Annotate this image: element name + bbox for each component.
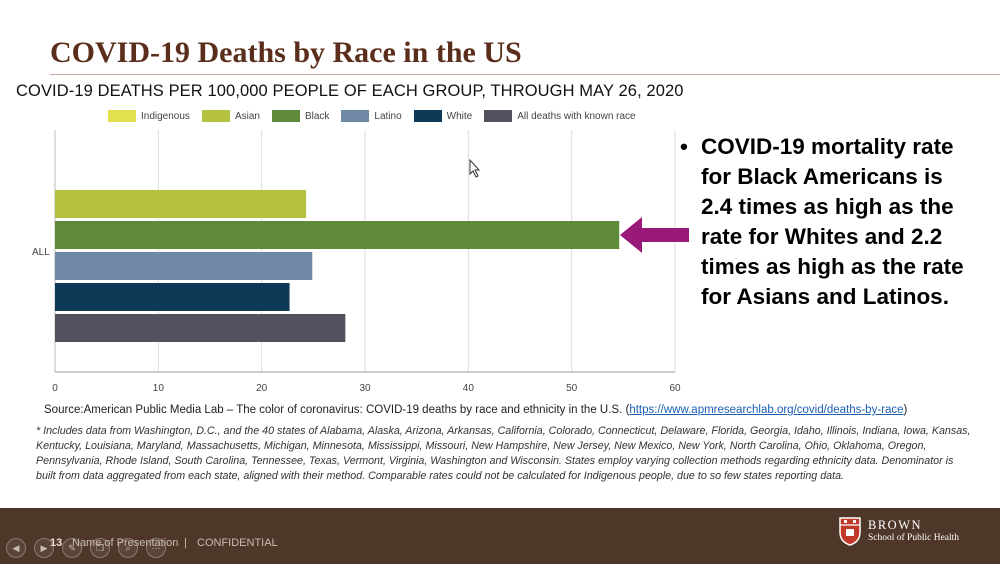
x-tick-label: 30 [359,383,371,394]
legend-item-black: Black [271,110,330,122]
legend-item-latino: Latino [341,110,402,122]
key-finding-text: COVID-19 mortality rate for Black Americ… [701,134,964,309]
x-tick-label: 60 [669,383,681,394]
legend-label: White [446,110,473,122]
legend-label: Black [304,110,330,122]
legend-label: Indigenous [141,110,190,122]
more-icon[interactable]: ⋯ [146,538,166,558]
bar-black [55,221,620,249]
confidential-label: CONFIDENTIAL [197,537,278,549]
arrow-left-icon[interactable]: ◀ [6,538,26,558]
x-tick-label: 10 [153,383,165,394]
x-tick-label: 0 [52,383,58,394]
bullet-marker: • [680,134,688,159]
key-finding-bullet: • COVID-19 mortality rate for Black Amer… [680,132,980,312]
legend-label: Asian [234,110,260,122]
legend-label: Latino [374,110,402,122]
brown-logo: BROWN School of Public Health [838,516,959,546]
x-tick-label: 20 [256,383,268,394]
legend-swatch [108,110,136,122]
legend-swatch [341,110,370,122]
brown-shield-icon [839,517,861,546]
school-name: School of Public Health [868,533,960,543]
legend-item-indigenous: Indigenous [108,110,190,122]
legend-item-white: White [413,110,473,122]
bar-chart: 0 10 20 30 40 50 60 ALL [32,130,689,394]
presentation-name: Name of Presentation [72,537,179,549]
chart-legend: Indigenous Asian Black Latino White All death… [108,110,648,122]
legend-label: All deaths with known race [517,110,636,122]
legend-swatch [271,110,300,122]
source-text: Source:American Public Media Lab – The c… [44,404,630,416]
cursor-icon [469,158,481,178]
source-link[interactable]: https://www.apmresearchlab.org/covid/dea… [629,404,904,416]
x-tick-label: 50 [566,383,578,394]
footnote: * Includes data from Washington, D.C., a… [36,425,971,482]
pencil-icon[interactable]: ✎ [62,538,82,558]
bar-latino [55,252,313,280]
slide-title: COVID-19 Deaths by Race in the US [50,36,522,69]
legend-item-all-deaths-with-known-race: All deaths with known race [484,110,636,122]
title-divider [50,74,1000,75]
source-suffix: ) [903,404,908,416]
bar-asian [55,190,307,218]
slide-footer: ◀ ▶ ✎ ❐ ⌕ ⋯ 13 Name of Presentation | CO… [0,508,1000,564]
copy-icon[interactable]: ❐ [90,538,110,558]
arrow-right-icon[interactable]: ▶ [34,538,54,558]
x-tick-label: 40 [463,383,475,394]
bar-all-deaths-with-known-race [55,314,346,342]
annotation-arrow [620,217,689,253]
brown-wordmark: BROWN [868,518,923,532]
legend-item-asian: Asian [201,110,260,122]
zoom-icon[interactable]: ⌕ [118,538,138,558]
category-label: ALL [32,247,50,258]
legend-swatch [484,110,513,122]
slide-number: 13 [50,537,63,549]
footer-separator: | [184,537,187,549]
legend-swatch [413,110,442,122]
bar-white [55,283,290,311]
chart-title: COVID-19 DEATHS PER 100,000 PEOPLE OF EA… [16,82,684,100]
legend-swatch [201,110,230,122]
source-citation: Source:American Public Media Lab – The c… [44,404,907,416]
